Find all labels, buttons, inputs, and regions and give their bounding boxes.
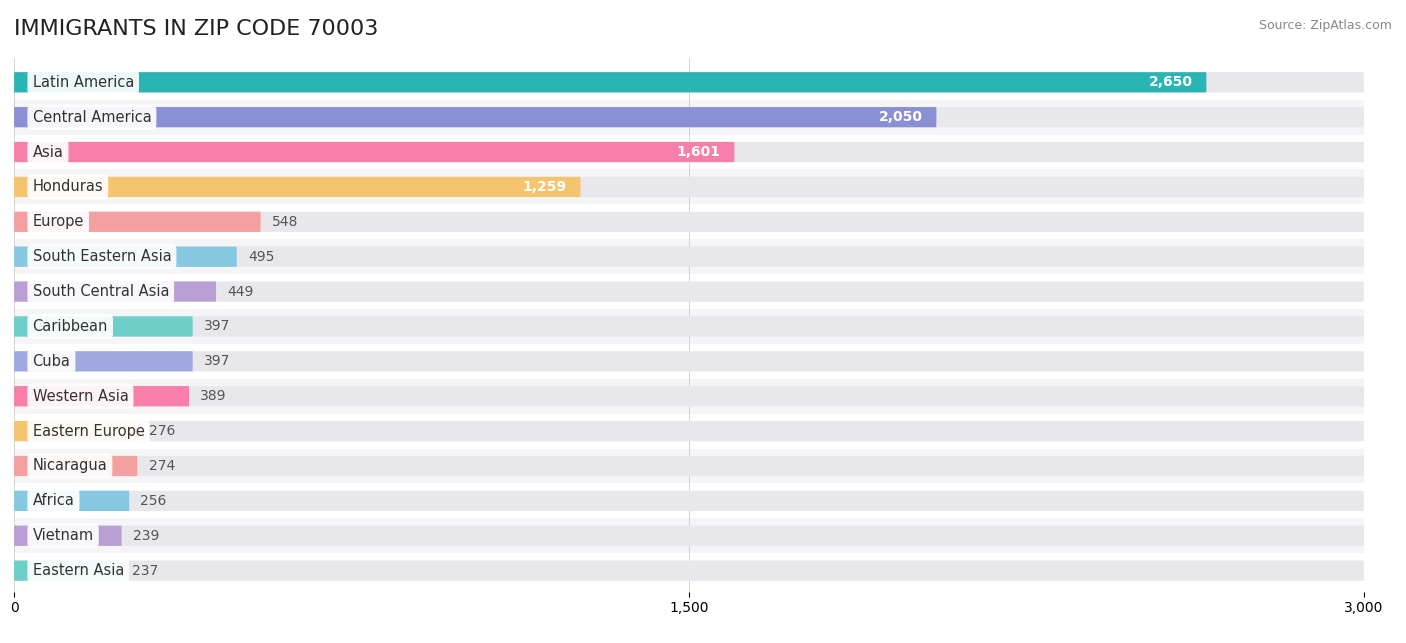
Text: Africa: Africa: [32, 493, 75, 509]
Text: 397: 397: [204, 320, 231, 334]
Bar: [14, 379, 1364, 413]
Text: 2,050: 2,050: [879, 110, 922, 124]
Bar: [14, 484, 1364, 518]
Text: Cuba: Cuba: [32, 354, 70, 369]
Text: 397: 397: [204, 354, 231, 368]
FancyBboxPatch shape: [14, 351, 1364, 372]
Text: Latin America: Latin America: [32, 75, 134, 90]
Text: Eastern Europe: Eastern Europe: [32, 424, 145, 439]
Bar: [14, 553, 1364, 588]
Text: Western Asia: Western Asia: [32, 389, 128, 404]
Bar: [14, 65, 1364, 100]
Text: 276: 276: [149, 424, 176, 438]
Text: Asia: Asia: [32, 145, 63, 159]
Text: 1,601: 1,601: [676, 145, 721, 159]
FancyBboxPatch shape: [14, 491, 129, 511]
Bar: [14, 170, 1364, 204]
Text: Central America: Central America: [32, 110, 152, 125]
FancyBboxPatch shape: [14, 212, 260, 232]
Text: 237: 237: [132, 564, 159, 577]
Bar: [14, 100, 1364, 134]
FancyBboxPatch shape: [14, 421, 1364, 441]
Text: Source: ZipAtlas.com: Source: ZipAtlas.com: [1258, 19, 1392, 32]
Text: 2,650: 2,650: [1149, 75, 1192, 89]
Bar: [14, 518, 1364, 553]
Bar: [14, 309, 1364, 344]
Text: Honduras: Honduras: [32, 179, 103, 194]
Text: 495: 495: [247, 249, 274, 264]
FancyBboxPatch shape: [14, 72, 1364, 93]
FancyBboxPatch shape: [14, 316, 193, 336]
FancyBboxPatch shape: [14, 561, 121, 581]
Text: 239: 239: [132, 529, 159, 543]
FancyBboxPatch shape: [14, 142, 734, 162]
FancyBboxPatch shape: [14, 107, 1364, 127]
FancyBboxPatch shape: [14, 107, 936, 127]
Bar: [14, 134, 1364, 170]
FancyBboxPatch shape: [14, 246, 236, 267]
Text: South Central Asia: South Central Asia: [32, 284, 169, 299]
Text: Nicaragua: Nicaragua: [32, 458, 107, 473]
Text: 449: 449: [228, 285, 253, 298]
Bar: [14, 239, 1364, 274]
Text: South Eastern Asia: South Eastern Asia: [32, 249, 172, 264]
FancyBboxPatch shape: [14, 525, 121, 546]
FancyBboxPatch shape: [14, 246, 1364, 267]
Bar: [14, 344, 1364, 379]
FancyBboxPatch shape: [14, 212, 1364, 232]
FancyBboxPatch shape: [14, 386, 1364, 406]
FancyBboxPatch shape: [14, 351, 193, 372]
FancyBboxPatch shape: [14, 525, 1364, 546]
Text: 256: 256: [141, 494, 167, 508]
Text: IMMIGRANTS IN ZIP CODE 70003: IMMIGRANTS IN ZIP CODE 70003: [14, 19, 378, 39]
Bar: [14, 274, 1364, 309]
FancyBboxPatch shape: [14, 177, 1364, 197]
FancyBboxPatch shape: [14, 491, 1364, 511]
FancyBboxPatch shape: [14, 421, 138, 441]
FancyBboxPatch shape: [14, 142, 1364, 162]
Bar: [14, 449, 1364, 484]
FancyBboxPatch shape: [14, 282, 217, 302]
Text: 548: 548: [271, 215, 298, 229]
FancyBboxPatch shape: [14, 456, 1364, 476]
FancyBboxPatch shape: [14, 282, 1364, 302]
Text: Caribbean: Caribbean: [32, 319, 108, 334]
FancyBboxPatch shape: [14, 456, 138, 476]
FancyBboxPatch shape: [14, 72, 1206, 93]
FancyBboxPatch shape: [14, 561, 1364, 581]
FancyBboxPatch shape: [14, 177, 581, 197]
Bar: [14, 204, 1364, 239]
Bar: [14, 413, 1364, 449]
Text: 1,259: 1,259: [523, 180, 567, 194]
FancyBboxPatch shape: [14, 386, 188, 406]
Text: Vietnam: Vietnam: [32, 529, 94, 543]
Text: 389: 389: [200, 389, 226, 403]
Text: 274: 274: [149, 459, 174, 473]
Text: Europe: Europe: [32, 214, 84, 230]
FancyBboxPatch shape: [14, 316, 1364, 336]
Text: Eastern Asia: Eastern Asia: [32, 563, 124, 578]
